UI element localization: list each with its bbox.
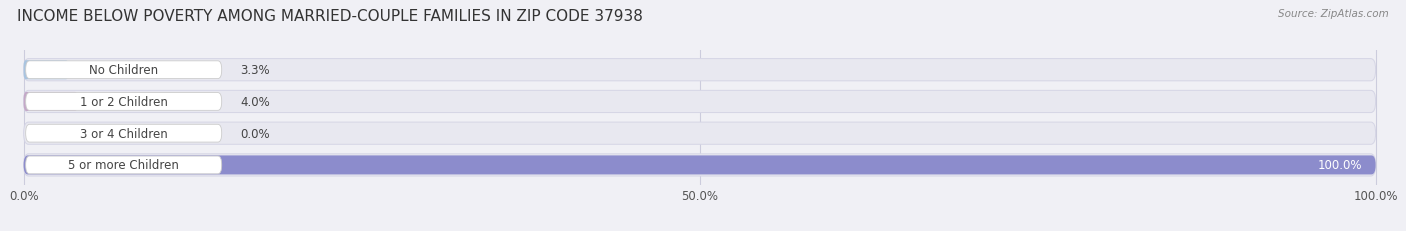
Text: Source: ZipAtlas.com: Source: ZipAtlas.com (1278, 9, 1389, 19)
FancyBboxPatch shape (24, 156, 1375, 175)
Text: 5 or more Children: 5 or more Children (69, 159, 179, 172)
Text: 0.0%: 0.0% (240, 127, 270, 140)
FancyBboxPatch shape (24, 123, 1375, 145)
Text: 100.0%: 100.0% (1317, 159, 1362, 172)
FancyBboxPatch shape (24, 59, 1375, 82)
FancyBboxPatch shape (24, 154, 1375, 176)
Text: 3 or 4 Children: 3 or 4 Children (80, 127, 167, 140)
Text: No Children: No Children (89, 64, 159, 77)
FancyBboxPatch shape (25, 62, 222, 79)
FancyBboxPatch shape (24, 61, 69, 80)
Text: 3.3%: 3.3% (240, 64, 270, 77)
Text: INCOME BELOW POVERTY AMONG MARRIED-COUPLE FAMILIES IN ZIP CODE 37938: INCOME BELOW POVERTY AMONG MARRIED-COUPL… (17, 9, 643, 24)
FancyBboxPatch shape (25, 156, 222, 174)
FancyBboxPatch shape (24, 91, 1375, 113)
Text: 4.0%: 4.0% (240, 96, 270, 109)
FancyBboxPatch shape (25, 125, 222, 143)
Text: 1 or 2 Children: 1 or 2 Children (80, 96, 167, 109)
FancyBboxPatch shape (24, 93, 77, 112)
FancyBboxPatch shape (25, 93, 222, 111)
